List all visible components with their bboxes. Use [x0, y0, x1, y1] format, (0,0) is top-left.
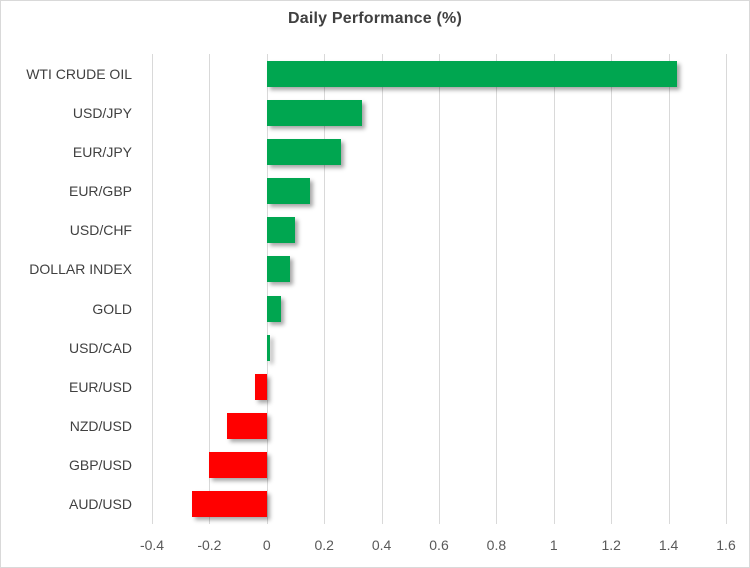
- gridline-x-0.6: [438, 54, 440, 524]
- x-tick-label-1: 1: [549, 537, 558, 553]
- bar-gold: [266, 295, 282, 322]
- gridline-x-0.8: [495, 54, 497, 524]
- bar-usd-cad: [266, 334, 270, 361]
- x-tick-label-0.2: 0.2: [314, 537, 334, 553]
- gridline-x-1: [553, 54, 555, 524]
- bar-eur-jpy: [266, 138, 342, 165]
- bar-gbp-usd: [209, 452, 267, 479]
- bar-aud-usd: [192, 491, 267, 518]
- category-label-gold: GOLD: [92, 300, 132, 317]
- bar-dollar-index: [266, 256, 290, 283]
- category-label-wti-crude-oil: WTI CRUDE OIL: [26, 65, 132, 82]
- category-label-eur-jpy: EUR/JPY: [72, 143, 132, 160]
- bar-nzd-usd: [226, 413, 267, 440]
- gridline-x-1.2: [610, 54, 612, 524]
- x-tick-label-1.6: 1.6: [716, 537, 736, 553]
- bar-usd-jpy: [266, 99, 362, 126]
- gridline-x-1.4: [668, 54, 670, 524]
- bar-eur-usd: [255, 373, 267, 400]
- x-tick-label--0.4: -0.4: [139, 537, 165, 553]
- gridline-x--0.4: [151, 54, 153, 524]
- category-axis: WTI CRUDE OIL USD/JPY EUR/JPY EUR/GBP USD/CH…: [1, 54, 132, 524]
- bar-usd-chf: [266, 217, 296, 244]
- category-label-usd-cad: USD/CAD: [68, 339, 132, 356]
- x-tick-label--0.2: -0.2: [197, 537, 222, 553]
- gridline-x--0.2: [208, 54, 210, 524]
- category-label-usd-chf: USD/CHF: [69, 222, 132, 239]
- value-axis: -0.4 -0.2 0 0.2 0.4 0.6 0.8 1 1.2 1.4 1.6: [1, 537, 749, 557]
- x-tick-label-1.4: 1.4: [658, 537, 679, 553]
- bar-wti-crude-oil: [266, 60, 678, 87]
- category-label-dollar-index: DOLLAR INDEX: [29, 261, 132, 278]
- category-label-aud-usd: AUD/USD: [68, 496, 132, 513]
- category-label-eur-gbp: EUR/GBP: [68, 183, 132, 200]
- plot-area: [151, 54, 727, 524]
- category-label-gbp-usd: GBP/USD: [68, 457, 132, 474]
- x-tick-label-0.8: 0.8: [486, 537, 507, 553]
- category-label-eur-usd: EUR/USD: [68, 378, 132, 395]
- gridline-x-0.2: [323, 54, 325, 524]
- gridline-x-0.4: [381, 54, 383, 524]
- x-tick-label-0.4: 0.4: [371, 537, 392, 553]
- chart-title: Daily Performance (%): [287, 10, 463, 27]
- gridline-x-0: [266, 54, 268, 524]
- x-tick-label-0.6: 0.6: [429, 537, 449, 553]
- bar-eur-gbp: [266, 178, 310, 205]
- x-tick-label-0: 0: [262, 537, 271, 553]
- x-tick-label-1.2: 1.2: [601, 537, 621, 553]
- category-label-nzd-usd: NZD/USD: [69, 418, 132, 435]
- category-label-usd-jpy: USD/JPY: [72, 104, 132, 121]
- gridline-x-1.6: [725, 54, 727, 524]
